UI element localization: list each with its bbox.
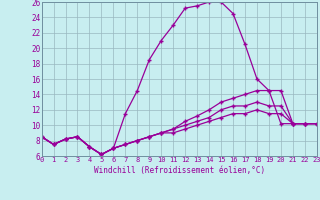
X-axis label: Windchill (Refroidissement éolien,°C): Windchill (Refroidissement éolien,°C) bbox=[94, 166, 265, 175]
